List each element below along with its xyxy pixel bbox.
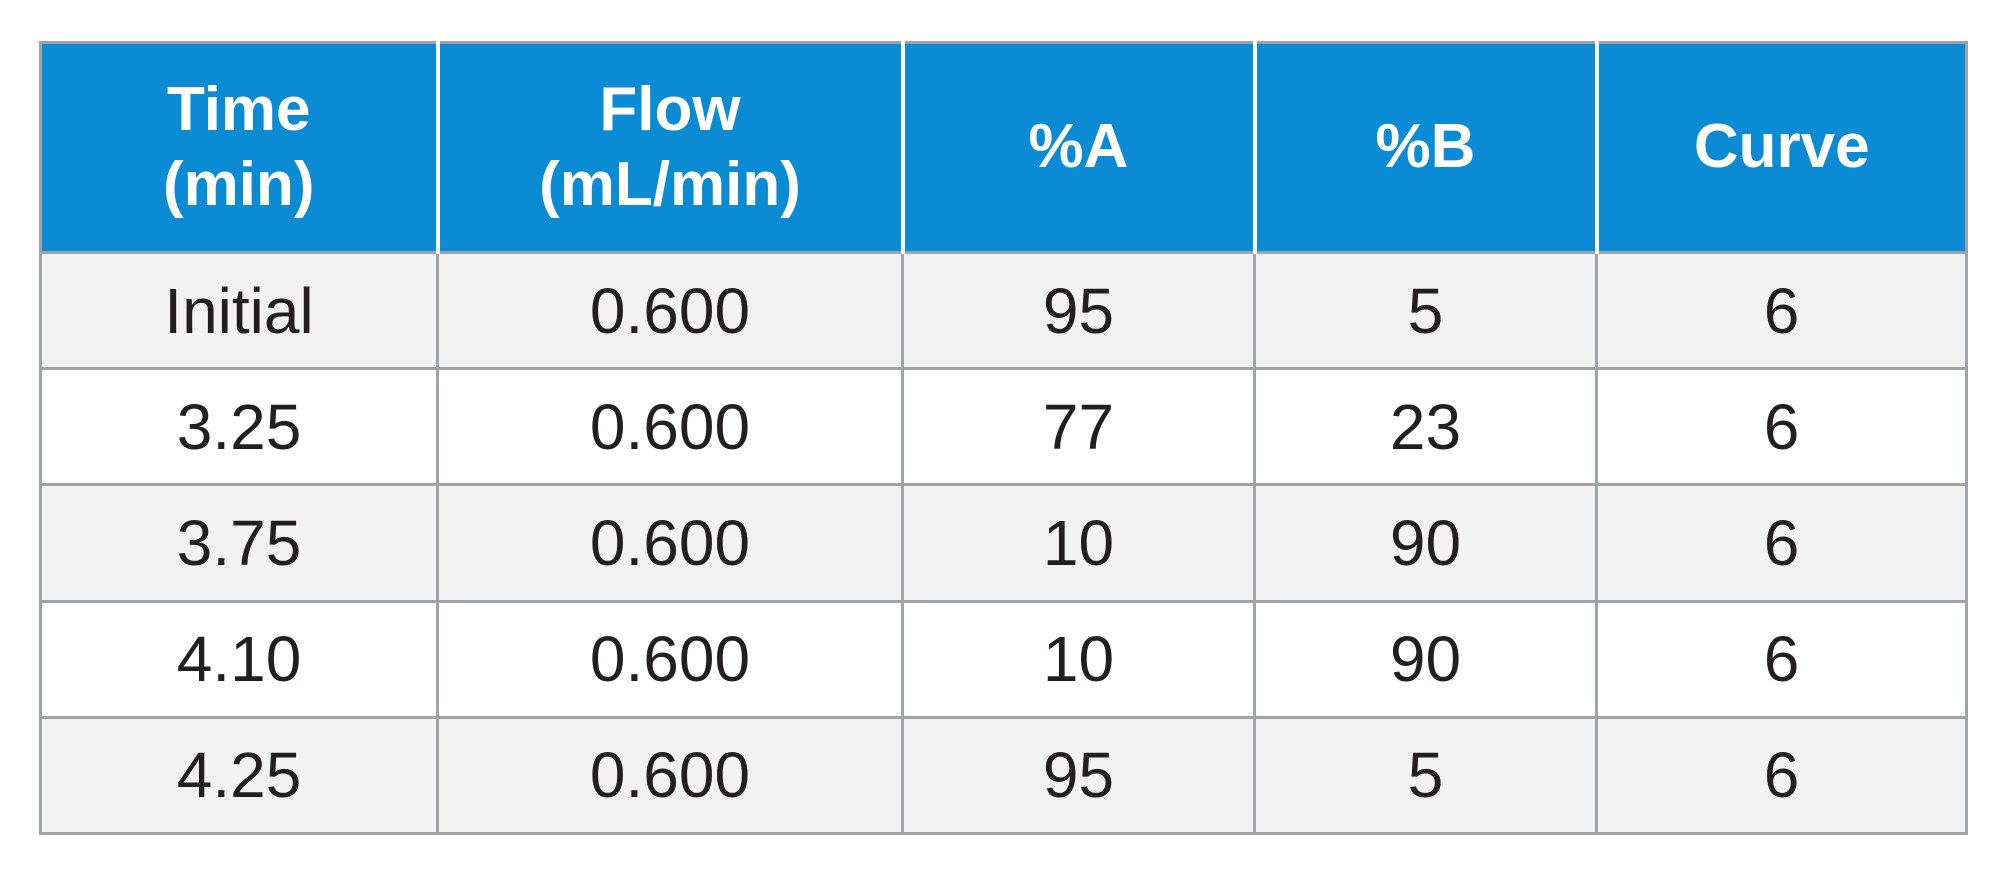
table-row: 4.10 0.600 10 90 6 <box>39 599 1968 719</box>
cell-curve: 6 <box>1595 250 1968 371</box>
table-row: 3.75 0.600 10 90 6 <box>39 483 1968 603</box>
cell-curve: 6 <box>1595 367 1968 487</box>
cell-percent-a: 77 <box>901 367 1256 487</box>
table-row: Initial 0.600 95 5 6 <box>39 250 1968 371</box>
cell-flow: 0.600 <box>436 483 904 603</box>
cell-percent-b: 5 <box>1253 715 1598 836</box>
cell-curve: 6 <box>1595 483 1968 603</box>
header-percent-a-label: %A <box>1028 112 1129 182</box>
table-row: 4.25 0.600 95 5 6 <box>39 715 1968 836</box>
cell-time: Initial <box>39 250 439 371</box>
table-row: 3.25 0.600 77 23 6 <box>39 367 1968 487</box>
header-time-label: Time <box>166 75 311 145</box>
cell-time: 3.25 <box>39 367 439 487</box>
cell-percent-b: 5 <box>1253 250 1598 371</box>
cell-flow: 0.600 <box>436 715 904 836</box>
cell-time: 3.75 <box>39 483 439 603</box>
cell-percent-b: 90 <box>1253 599 1598 719</box>
header-percent-a: %A <box>902 41 1257 254</box>
header-row: Time (min) Flow (mL/min) %A %B Curve <box>39 41 1968 254</box>
cell-percent-b: 90 <box>1253 483 1598 603</box>
cell-time: 4.25 <box>39 715 439 836</box>
cell-curve: 6 <box>1595 715 1968 836</box>
header-flow: Flow (mL/min) <box>437 41 905 254</box>
cell-time: 4.10 <box>39 599 439 719</box>
header-percent-b-label: %B <box>1375 112 1476 182</box>
cell-percent-a: 10 <box>901 483 1256 603</box>
cell-curve: 6 <box>1595 599 1968 719</box>
cell-percent-a: 10 <box>901 599 1256 719</box>
header-percent-b: %B <box>1254 41 1599 254</box>
header-time: Time (min) <box>39 41 440 254</box>
cell-percent-a: 95 <box>901 715 1256 836</box>
table-header: Time (min) Flow (mL/min) %A %B Curve <box>39 41 1968 254</box>
header-time-unit: (min) <box>162 149 315 219</box>
table-body: Initial 0.600 95 5 6 3.25 0.600 77 23 6 … <box>39 250 1968 836</box>
header-curve: Curve <box>1596 41 1968 254</box>
cell-flow: 0.600 <box>436 367 904 487</box>
gradient-table: Time (min) Flow (mL/min) %A %B Curve <box>39 41 1968 836</box>
header-flow-label: Flow <box>599 75 741 145</box>
gradient-table-container: Time (min) Flow (mL/min) %A %B Curve <box>39 41 1968 836</box>
cell-flow: 0.600 <box>436 250 904 371</box>
header-flow-unit: (mL/min) <box>539 149 801 219</box>
cell-percent-a: 95 <box>901 250 1256 371</box>
cell-flow: 0.600 <box>436 599 904 719</box>
header-curve-label: Curve <box>1693 112 1870 182</box>
cell-percent-b: 23 <box>1253 367 1598 487</box>
